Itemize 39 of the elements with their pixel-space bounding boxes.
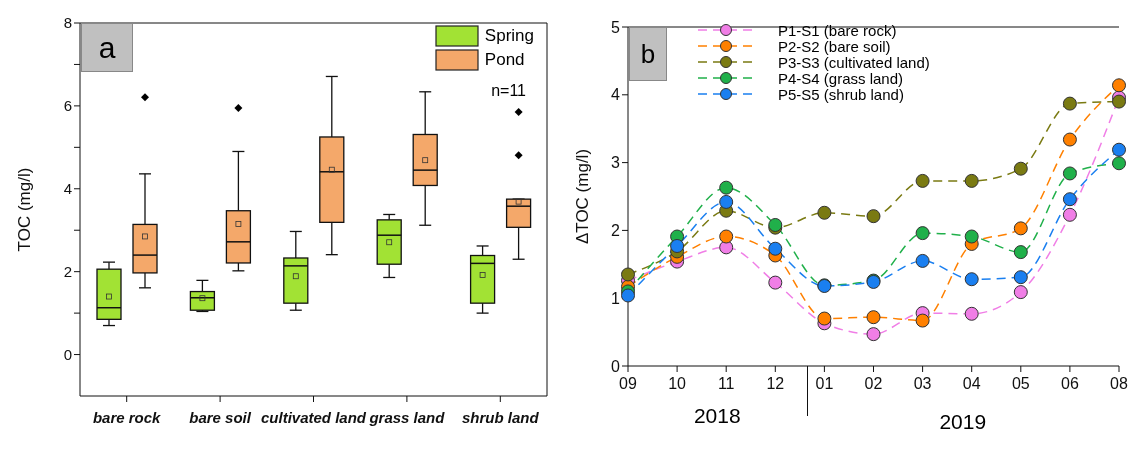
- y-axis-title: ΔTOC (mg/l): [573, 148, 593, 245]
- x-tick-label: cultivated land: [260, 408, 367, 426]
- x-tick-label: bare soil: [189, 408, 252, 426]
- x-tick-label: 04: [962, 375, 981, 393]
- y-tick-label: 8: [63, 14, 72, 32]
- y-tick-label: 3: [611, 154, 621, 172]
- legend-label: Spring: [484, 26, 534, 46]
- label-box: a: [81, 23, 133, 72]
- y-tick-label: 4: [611, 86, 621, 104]
- y-axis-title: TOC (mg/l): [15, 167, 35, 252]
- x-tick-label: 03: [913, 375, 932, 393]
- label-box: b: [629, 27, 667, 81]
- x-tick-label: shrub land: [461, 408, 540, 426]
- x-tick-label: 10: [668, 375, 687, 393]
- x-tick-label: 12: [766, 375, 785, 393]
- y-tick-label: 5: [611, 18, 621, 36]
- y-tick-label: 2: [611, 222, 621, 240]
- y-tick-label: 0: [63, 345, 72, 363]
- annotation: a: [98, 30, 116, 65]
- x-tick-label: bare rock: [92, 408, 162, 426]
- x-tick-label: 05: [1011, 375, 1030, 393]
- x-tick-label: 09: [619, 375, 637, 393]
- x-tick-label: 02: [864, 375, 883, 393]
- y-tick-label: 2: [63, 262, 72, 280]
- x-tick-label: grass land: [368, 408, 446, 426]
- y-tick-label: 4: [63, 180, 72, 198]
- x-tick-label: 08: [1110, 375, 1128, 393]
- x-tick-label: 11: [717, 375, 735, 393]
- text: 2019: [938, 410, 988, 434]
- legend-label: P1-S1 (bare rock): [778, 21, 897, 39]
- x-tick-label: 06: [1061, 375, 1079, 393]
- text: 2018: [692, 404, 742, 428]
- y-tick-label: 6: [63, 97, 72, 115]
- annotation: b: [640, 38, 656, 70]
- y-tick-label: 1: [611, 289, 621, 307]
- y-tick-label: 0: [611, 357, 621, 375]
- annotation: n=11: [491, 82, 526, 100]
- legend-label: Pond: [484, 50, 525, 70]
- x-tick-label: 01: [815, 375, 834, 393]
